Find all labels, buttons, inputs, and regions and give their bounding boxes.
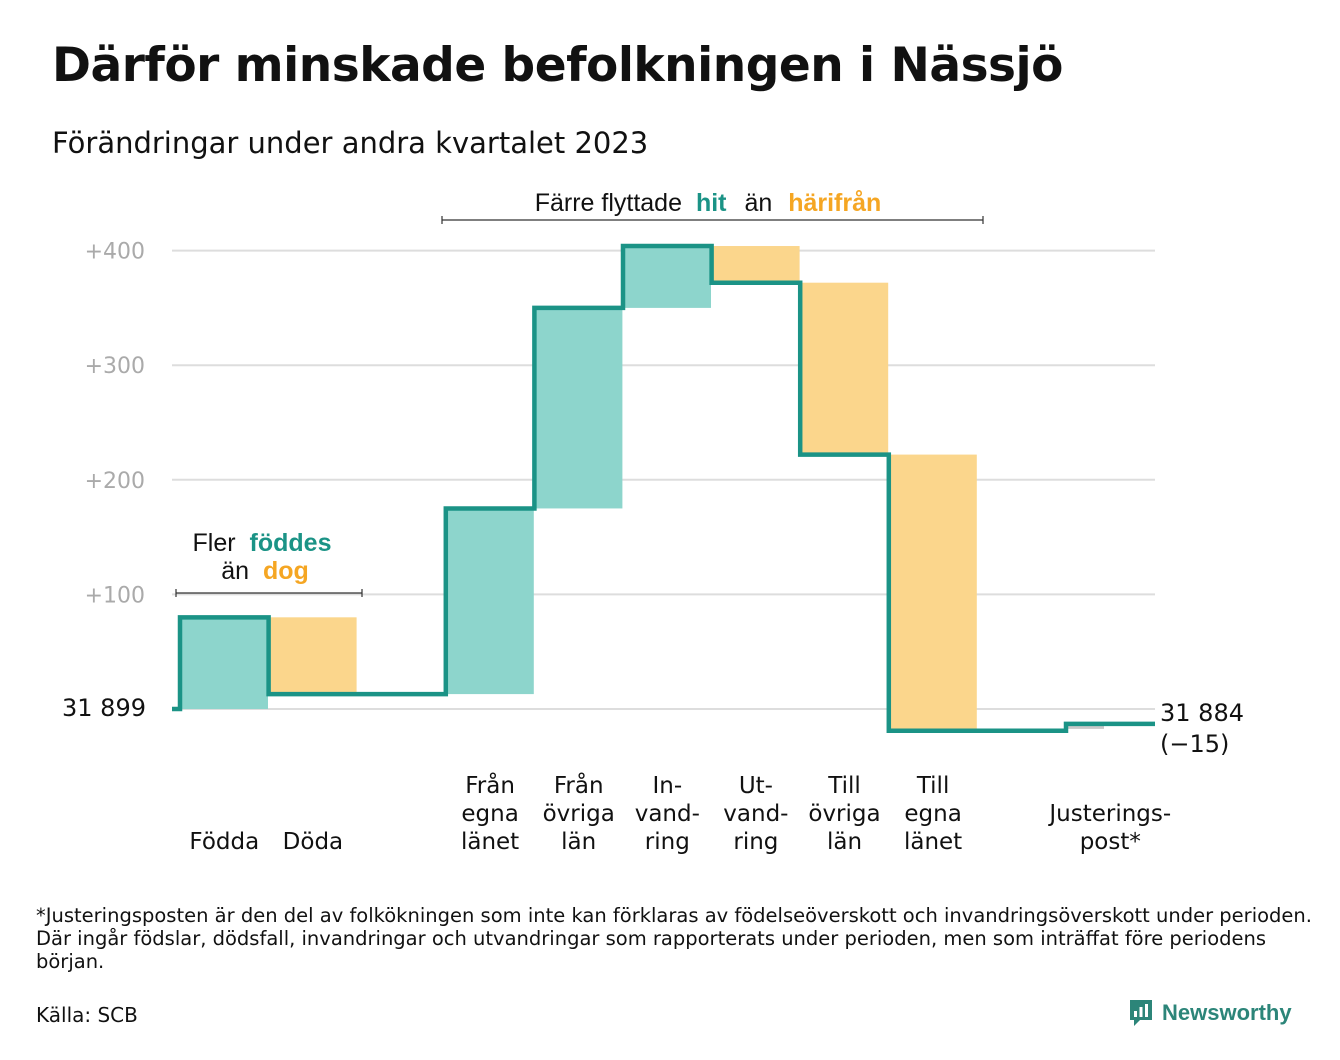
end-value-label: 31 884 <box>1160 699 1244 727</box>
category-label: vand- <box>723 801 788 827</box>
category-label: Till <box>916 773 950 799</box>
category-label: Döda <box>283 829 343 855</box>
chart-subtitle: Förändringar under andra kvartalet 2023 <box>52 126 649 160</box>
svg-text:Fler föddes: Fler föddes <box>193 528 332 557</box>
source-label: Källa: SCB <box>36 1003 138 1027</box>
bar-6 <box>712 246 800 283</box>
bar-7 <box>801 282 889 455</box>
category-label: Födda <box>189 829 259 855</box>
category-label: län <box>827 829 862 855</box>
annotation-migration: Färre flyttade hit än härifrån <box>441 188 984 224</box>
bar-0 <box>181 617 268 709</box>
svg-text:Färre flyttade hit: Färre flyttade hit än härifrån <box>535 188 882 217</box>
category-label: egna <box>904 801 961 827</box>
category-label: län <box>561 829 596 855</box>
anno-migration-highlight-out: härifrån <box>788 189 881 217</box>
anno-births-middle: än <box>221 557 249 585</box>
bar-1 <box>269 617 357 695</box>
start-value-label: 31 899 <box>62 694 146 722</box>
category-label: ring <box>733 829 778 855</box>
y-tick-label: +400 <box>85 240 145 265</box>
y-tick-label: +100 <box>85 583 145 608</box>
bar-8 <box>889 454 977 731</box>
y-axis-ticks: +100 +200 +300 +400 <box>85 240 145 609</box>
category-label: Justerings- <box>1047 801 1171 827</box>
end-change-label: (−15) <box>1160 730 1229 758</box>
bars <box>181 246 1104 731</box>
category-label: Ut- <box>739 773 773 799</box>
category-label: Från <box>554 771 604 799</box>
y-tick-label: +200 <box>85 469 145 494</box>
anno-migration-highlight-in: hit <box>696 189 727 217</box>
annotation-births-deaths: Fler föddes än dog <box>175 528 363 597</box>
newsworthy-logo-icon <box>1130 1000 1152 1026</box>
y-tick-label: +300 <box>85 354 145 379</box>
category-label: länet <box>904 829 962 855</box>
brand-name: Newsworthy <box>1162 1000 1292 1025</box>
bar-10 <box>1067 723 1104 729</box>
bar-4 <box>535 307 623 509</box>
category-label: In- <box>652 773 682 799</box>
anno-migration-middle: än <box>744 189 772 217</box>
category-label: Från <box>465 771 515 799</box>
step-line <box>172 243 1155 734</box>
anno-births-prefix: Fler <box>193 529 236 557</box>
footnote: *Justeringsposten är den del av folkökni… <box>36 904 1312 973</box>
waterfall-step-line <box>172 243 1155 734</box>
chart-title: Därför minskade befolkningen i Nässjö <box>52 38 1063 93</box>
category-label: övriga <box>543 801 615 827</box>
anno-deaths-highlight: dog <box>263 557 309 585</box>
anno-migration-prefix: Färre flyttade <box>535 189 682 217</box>
category-label: post* <box>1080 829 1141 855</box>
category-label: ring <box>645 829 690 855</box>
anno-births-highlight: föddes <box>250 529 332 557</box>
category-label: Till <box>827 773 861 799</box>
category-label: vand- <box>635 801 700 827</box>
waterfall-chart: +100+200+300+400 Födda DödaFrånegnalänetF… <box>62 188 1244 855</box>
category-label: länet <box>461 829 519 855</box>
bar-3 <box>446 508 534 695</box>
svg-text:än dog: än dog <box>221 556 309 585</box>
category-label: övriga <box>808 801 880 827</box>
category-label: egna <box>461 801 518 827</box>
category-labels: Födda DödaFrånegnalänetFrånövrigalänIn-va… <box>189 771 1171 855</box>
grid-lines <box>172 249 1155 710</box>
bar-5 <box>624 246 711 308</box>
brand-logo: Newsworthy <box>1128 998 1292 1028</box>
